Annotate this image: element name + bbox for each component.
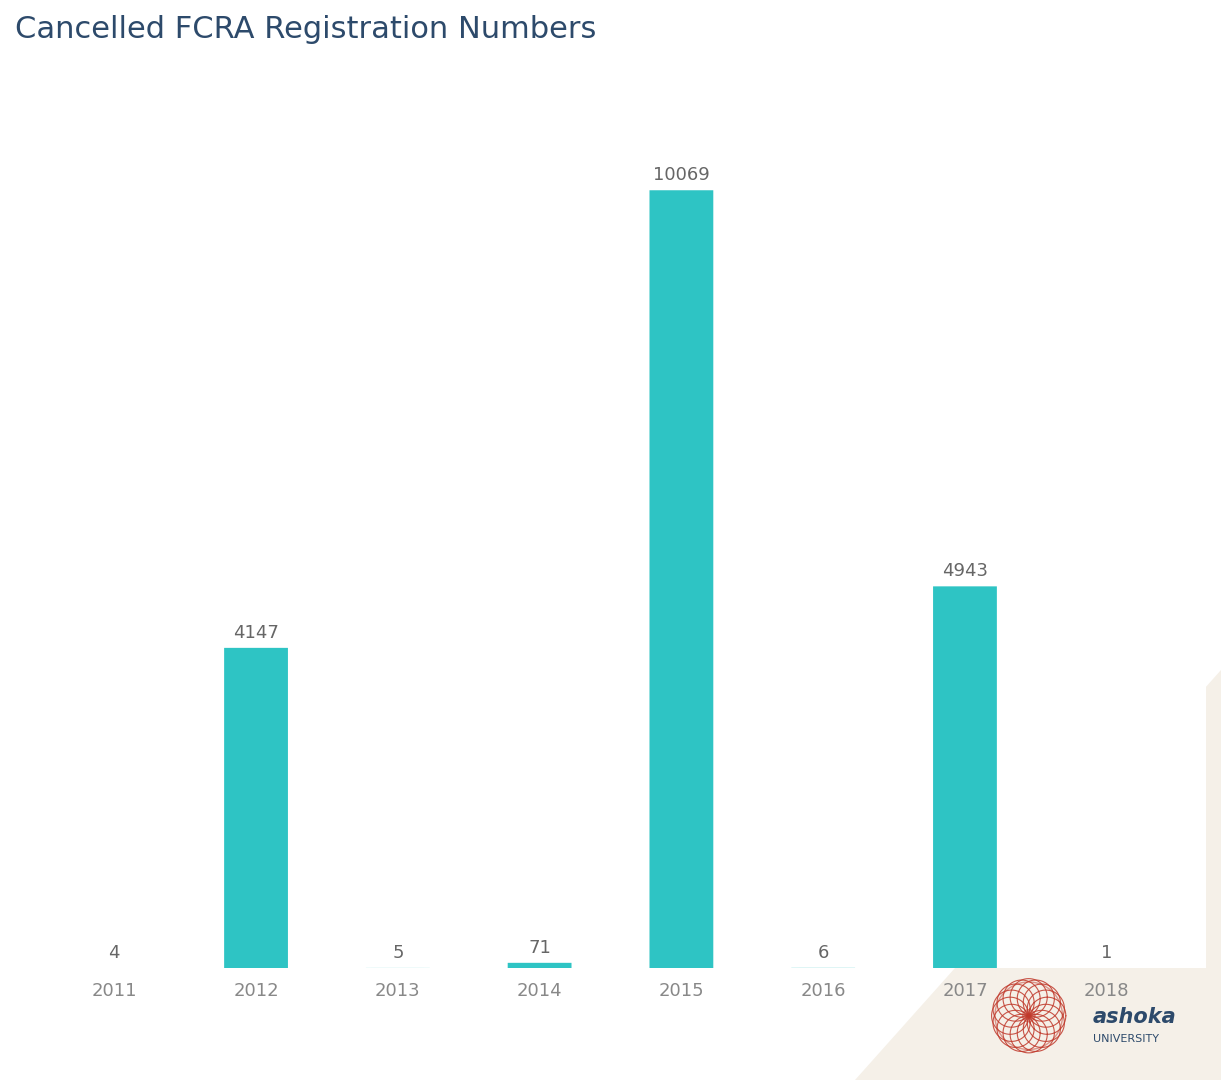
Text: 1: 1 bbox=[1101, 944, 1112, 962]
Text: 6: 6 bbox=[818, 944, 829, 961]
Text: Cancelled FCRA Registration Numbers: Cancelled FCRA Registration Numbers bbox=[15, 15, 596, 44]
FancyBboxPatch shape bbox=[933, 586, 996, 969]
Text: 5: 5 bbox=[392, 944, 404, 962]
Text: UNIVERSITY: UNIVERSITY bbox=[1093, 1034, 1159, 1044]
FancyBboxPatch shape bbox=[508, 963, 571, 969]
Text: 71: 71 bbox=[529, 939, 551, 957]
Text: 4: 4 bbox=[109, 944, 120, 962]
FancyBboxPatch shape bbox=[650, 190, 713, 969]
Text: 10069: 10069 bbox=[653, 166, 709, 184]
Text: 4147: 4147 bbox=[233, 623, 278, 642]
Text: 4943: 4943 bbox=[941, 563, 988, 580]
Text: ashoka: ashoka bbox=[1093, 1008, 1177, 1027]
FancyBboxPatch shape bbox=[225, 648, 288, 969]
